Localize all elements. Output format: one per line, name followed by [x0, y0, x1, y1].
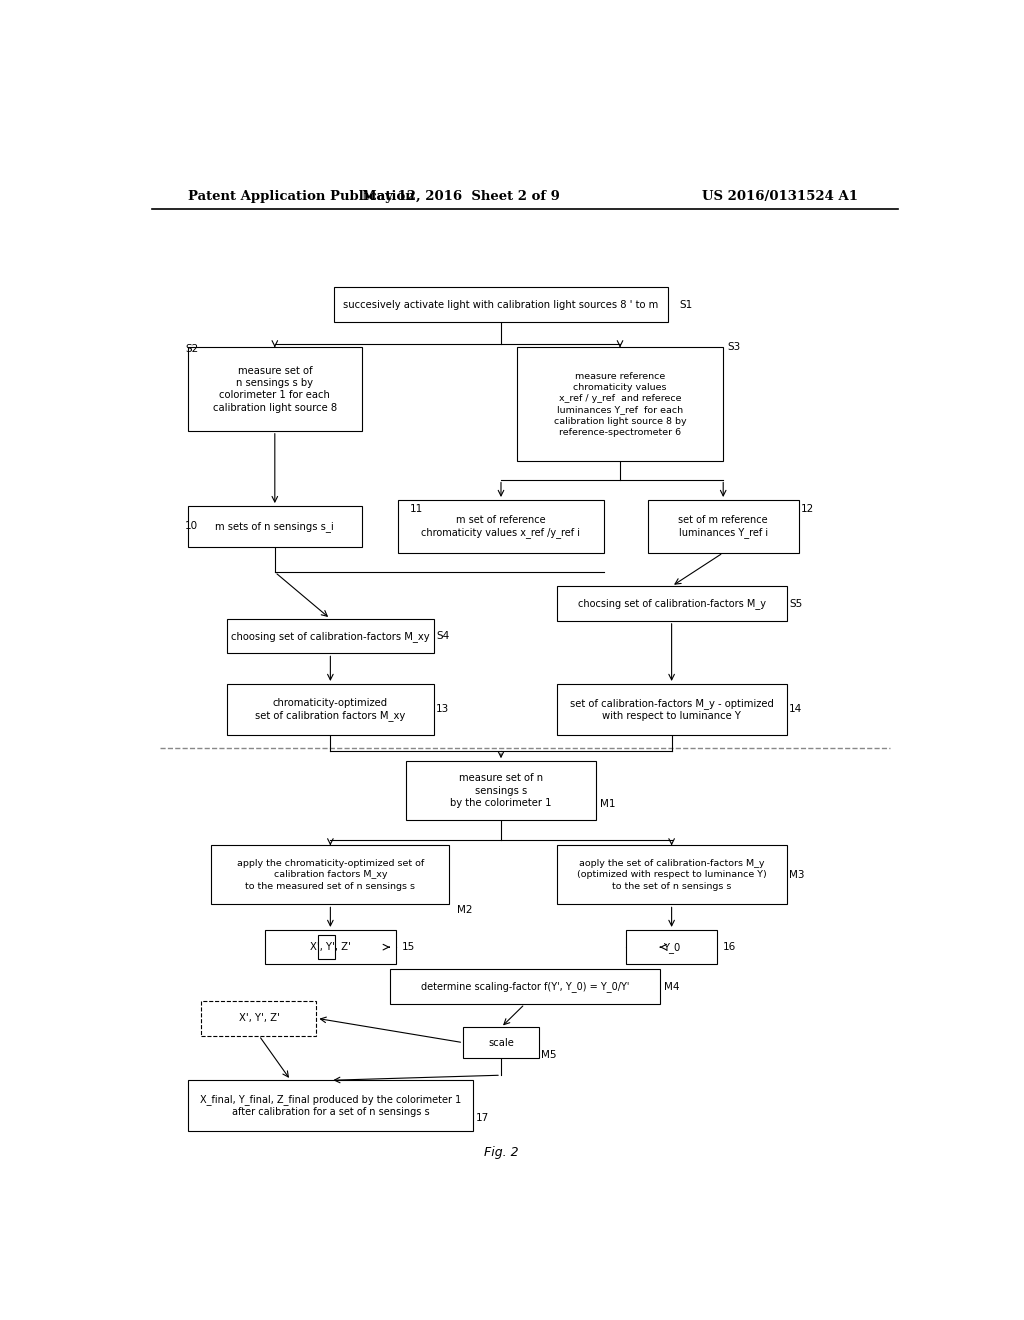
Text: 13: 13 [436, 705, 450, 714]
Text: measure reference
chromaticity values
x_ref / y_ref  and referece
luminances Y_r: measure reference chromaticity values x_… [554, 372, 686, 437]
Text: US 2016/0131524 A1: US 2016/0131524 A1 [702, 190, 858, 202]
Text: M3: M3 [790, 870, 805, 880]
Text: m sets of n sensings s_i: m sets of n sensings s_i [215, 521, 334, 532]
Text: X_final, Y_final, Z_final produced by the colorimeter 1
after calibration for a : X_final, Y_final, Z_final produced by th… [200, 1094, 461, 1117]
Text: S3: S3 [727, 342, 740, 352]
Text: m set of reference
chromaticity values x_ref /y_ref i: m set of reference chromaticity values x… [422, 515, 581, 539]
Text: aoply the set of calibration-factors M_y
(optimized with respect to luminance Y): aoply the set of calibration-factors M_y… [577, 859, 767, 891]
Bar [626, 929, 717, 965]
Text: M1: M1 [600, 799, 615, 809]
Text: May 12, 2016  Sheet 2 of 9: May 12, 2016 Sheet 2 of 9 [362, 190, 560, 202]
Text: apply the chromaticity-optimized set of
calibration factors M_xy
to the measured: apply the chromaticity-optimized set of … [237, 859, 424, 891]
Text: set of calibration-factors M_y - optimized
with respect to luminance Y: set of calibration-factors M_y - optimiz… [569, 698, 773, 721]
Text: S1: S1 [680, 300, 693, 310]
Bar [211, 846, 450, 904]
Bar [517, 347, 723, 461]
Bar [390, 969, 659, 1005]
Bar [334, 288, 668, 322]
Text: 16: 16 [723, 942, 736, 952]
Bar [202, 1001, 316, 1036]
Text: Y_0: Y_0 [663, 941, 680, 953]
Bar [187, 347, 362, 430]
Bar [227, 619, 433, 653]
Text: S4: S4 [436, 631, 450, 642]
Text: 17: 17 [475, 1113, 488, 1123]
Text: S2: S2 [185, 345, 199, 355]
Text: set of m reference
luminances Y_ref i: set of m reference luminances Y_ref i [678, 515, 768, 539]
Text: X', Y', Z': X', Y', Z' [239, 1014, 280, 1023]
Text: choosing set of calibration-factors M_xy: choosing set of calibration-factors M_xy [231, 631, 430, 642]
Text: Patent Application Publication: Patent Application Publication [187, 190, 415, 202]
Text: 10: 10 [185, 521, 199, 532]
Text: 14: 14 [790, 705, 803, 714]
Text: 15: 15 [401, 942, 415, 952]
Text: chromaticity-optimized
set of calibration factors M_xy: chromaticity-optimized set of calibratio… [255, 698, 406, 721]
Bar [557, 586, 786, 620]
Text: scale: scale [488, 1038, 514, 1048]
Bar [463, 1027, 539, 1057]
Bar [187, 506, 362, 546]
Text: S5: S5 [790, 598, 803, 609]
Text: succesively activate light with calibration light sources 8 ' to m: succesively activate light with calibrat… [343, 300, 658, 310]
Text: 11: 11 [410, 504, 423, 513]
Text: Fig. 2: Fig. 2 [483, 1146, 518, 1159]
Bar [187, 1080, 473, 1131]
Bar [397, 500, 604, 553]
Bar [317, 935, 335, 960]
Bar [227, 684, 433, 735]
Text: X', Y', Z': X', Y', Z' [310, 942, 351, 952]
Text: chocsing set of calibration-factors M_y: chocsing set of calibration-factors M_y [578, 598, 766, 609]
Bar [648, 500, 799, 553]
Text: M2: M2 [458, 904, 473, 915]
Text: 12: 12 [801, 504, 814, 513]
Text: M5: M5 [541, 1049, 556, 1060]
Bar [265, 929, 396, 965]
Bar [406, 762, 596, 820]
Bar [557, 684, 786, 735]
Text: measure set of n
sensings s
by the colorimeter 1: measure set of n sensings s by the color… [451, 774, 552, 808]
Text: measure set of
n sensings s by
colorimeter 1 for each
calibration light source 8: measure set of n sensings s by colorimet… [213, 366, 337, 413]
Text: M4: M4 [664, 982, 679, 991]
Bar [557, 846, 786, 904]
Text: determine scaling-factor f(Y', Y_0) = Y_0/Y': determine scaling-factor f(Y', Y_0) = Y_… [421, 981, 629, 993]
